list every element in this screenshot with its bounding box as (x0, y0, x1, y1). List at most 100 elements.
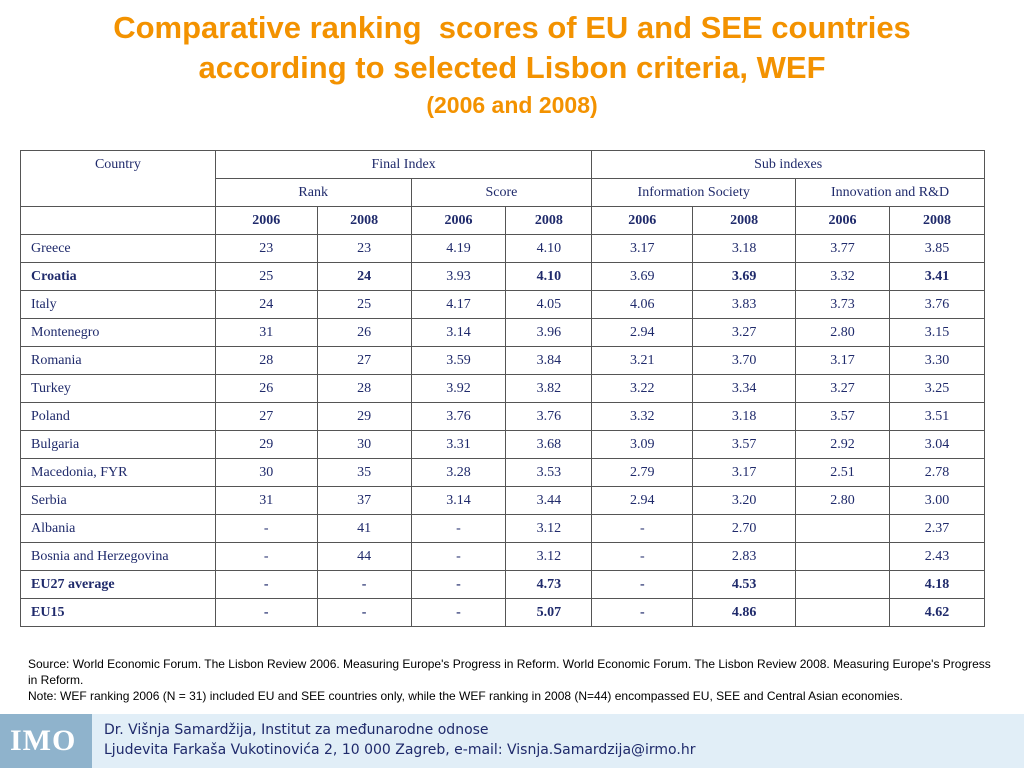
value-cell: 3.51 (889, 402, 985, 431)
value-cell: 28 (214, 346, 318, 375)
imo-logo: IMO (0, 714, 92, 768)
value-cell: 3.77 (795, 234, 890, 263)
value-cell (795, 598, 890, 627)
value-cell: - (214, 570, 318, 599)
value-cell: 3.30 (889, 346, 985, 375)
value-cell: 2.83 (692, 542, 797, 571)
value-cell: 3.83 (692, 290, 797, 319)
source-note: Source: World Economic Forum. The Lisbon… (28, 656, 998, 704)
value-cell: - (410, 542, 507, 571)
country-cell: Croatia (20, 262, 216, 291)
value-cell: 28 (316, 374, 412, 403)
value-cell: 4.10 (505, 262, 593, 291)
country-column-header: Country (20, 150, 216, 207)
value-cell: 3.14 (410, 318, 507, 347)
year-header-row: 2006 2008 2006 2008 2006 2008 2006 2008 (20, 206, 985, 235)
value-cell: 2.94 (591, 486, 694, 515)
value-cell: 4.73 (505, 570, 593, 599)
value-cell: 26 (316, 318, 412, 347)
year-header: 2006 (591, 206, 694, 235)
value-cell: 3.76 (410, 402, 507, 431)
value-cell: 3.12 (505, 542, 593, 571)
value-cell: 2.51 (795, 458, 890, 487)
table-row: EU15- - -5.07-4.86 4.62 (20, 598, 985, 627)
innovation-rd-header: Innovation and R&D (795, 178, 985, 207)
value-cell: 3.69 (591, 262, 694, 291)
score-header: Score (410, 178, 593, 207)
value-cell: - (214, 598, 318, 627)
table-row: Italy 24 25 4.17 4.05 4.06 3.83 3.73 3.76 (20, 290, 985, 319)
country-cell: Serbia (20, 486, 216, 515)
value-cell: 3.73 (795, 290, 890, 319)
value-cell: - (214, 514, 318, 543)
value-cell: 3.44 (505, 486, 593, 515)
value-cell: 3.17 (795, 346, 890, 375)
value-cell: 2.78 (889, 458, 985, 487)
sub-indexes-header: Sub indexes (591, 150, 985, 179)
value-cell: 3.68 (505, 430, 593, 459)
footer-address: Ljudevita Farkaša Vukotinovića 2, 10 000… (104, 742, 696, 758)
rank-header: Rank (214, 178, 412, 207)
value-cell: 2.80 (795, 318, 890, 347)
value-cell: 4.62 (889, 598, 985, 627)
information-society-header: Information Society (591, 178, 797, 207)
value-cell: 44 (316, 542, 412, 571)
country-cell: Italy (20, 290, 216, 319)
value-cell: 3.70 (692, 346, 797, 375)
country-cell: Montenegro (20, 318, 216, 347)
value-cell: 31 (214, 486, 318, 515)
table-row: Romania 28 27 3.59 3.84 3.21 3.70 3.17 3.30 (20, 346, 985, 375)
year-header: 2006 (214, 206, 318, 235)
value-cell: 3.15 (889, 318, 985, 347)
year-header: 2008 (505, 206, 593, 235)
value-cell: - (214, 542, 318, 571)
country-cell: Albania (20, 514, 216, 543)
value-cell: 3.18 (692, 234, 797, 263)
value-cell: 24 (316, 262, 412, 291)
table-body: Greece 23 23 4.19 4.10 3.17 3.18 3.77 3.85 Croati… (20, 234, 985, 627)
value-cell: 4.18 (889, 570, 985, 599)
value-cell: 26 (214, 374, 318, 403)
final-index-header: Final Index (214, 150, 593, 179)
country-cell: EU15 (20, 598, 216, 627)
country-cell: EU27 average (20, 570, 216, 599)
value-cell: 3.04 (889, 430, 985, 459)
value-cell: 3.22 (591, 374, 694, 403)
table-row: Macedonia, FYR 30 35 3.28 3.53 2.79 3.17 2.51 2.… (20, 458, 985, 487)
value-cell: 3.59 (410, 346, 507, 375)
value-cell: 3.12 (505, 514, 593, 543)
value-cell: 3.20 (692, 486, 797, 515)
value-cell: 4.06 (591, 290, 694, 319)
value-cell: 3.76 (505, 402, 593, 431)
value-cell: 3.84 (505, 346, 593, 375)
value-cell: 31 (214, 318, 318, 347)
year-header: 2008 (889, 206, 985, 235)
value-cell: 3.53 (505, 458, 593, 487)
value-cell: 3.85 (889, 234, 985, 263)
value-cell: 4.19 (410, 234, 507, 263)
value-cell: 3.31 (410, 430, 507, 459)
value-cell: 24 (214, 290, 318, 319)
value-cell: - (591, 514, 694, 543)
value-cell: 29 (214, 430, 318, 459)
value-cell: 23 (214, 234, 318, 263)
value-cell: 3.93 (410, 262, 507, 291)
value-cell: 4.86 (692, 598, 797, 627)
value-cell: 30 (316, 430, 412, 459)
value-cell: - (410, 570, 507, 599)
source-text: Source: World Economic Forum. The Lisbon… (28, 657, 991, 687)
table-row: Bosnia and Herzegovina -44-3.12-2.83 2.43 (20, 542, 985, 571)
table-header-row-2: Rank Score Information Society Innovatio… (21, 178, 985, 207)
value-cell: 3.92 (410, 374, 507, 403)
value-cell: 3.27 (795, 374, 890, 403)
year-header: 2008 (692, 206, 797, 235)
value-cell: 3.82 (505, 374, 593, 403)
country-cell: Greece (20, 234, 216, 263)
value-cell: 2.80 (795, 486, 890, 515)
value-cell (795, 514, 890, 543)
ranking-table: Country Final Index Sub indexes Rank Sco… (20, 150, 985, 627)
table-row: Albania -41-3.12-2.70 2.37 (20, 514, 985, 543)
value-cell: - (591, 542, 694, 571)
value-cell: 3.28 (410, 458, 507, 487)
year-header: 2008 (316, 206, 412, 235)
